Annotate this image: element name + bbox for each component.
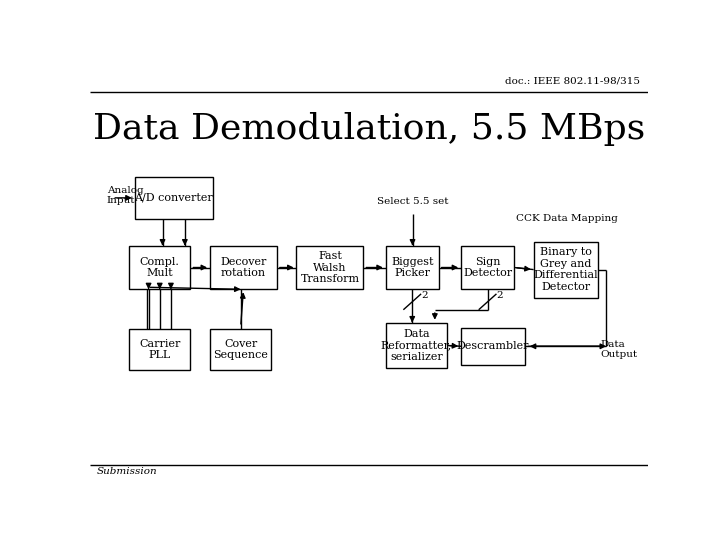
Bar	[386, 322, 447, 368]
Bar	[297, 246, 364, 289]
Bar	[461, 328, 526, 365]
Bar	[534, 241, 598, 298]
Text: 2: 2	[421, 291, 428, 300]
Text: Data
Output: Data Output	[600, 340, 638, 359]
Text: Analog
Input: Analog Input	[107, 186, 143, 206]
Text: 2: 2	[497, 291, 503, 300]
Text: Data
Reformatter,
serializer: Data Reformatter, serializer	[381, 329, 452, 362]
Text: Carrier
PLL: Carrier PLL	[139, 339, 181, 360]
Bar	[129, 246, 190, 289]
Bar	[129, 329, 190, 370]
Bar	[210, 329, 271, 370]
Text: Select 5.5 set: Select 5.5 set	[377, 197, 449, 206]
Text: CCK Data Mapping: CCK Data Mapping	[516, 214, 618, 223]
Text: Binary to
Grey and
Differential
Detector: Binary to Grey and Differential Detector	[534, 247, 598, 292]
Text: Fast
Walsh
Transform: Fast Walsh Transform	[300, 251, 359, 284]
Text: Cover
Sequence: Cover Sequence	[213, 339, 268, 360]
Text: Biggest
Picker: Biggest Picker	[391, 256, 433, 278]
Bar	[461, 246, 514, 289]
Text: doc.: IEEE 802.11-98/315: doc.: IEEE 802.11-98/315	[505, 76, 639, 85]
Bar	[210, 246, 277, 289]
Text: Descrambler: Descrambler	[457, 341, 529, 352]
Text: Submission: Submission	[96, 467, 158, 476]
Text: A/D converter: A/D converter	[135, 193, 213, 203]
Text: Sign
Detector: Sign Detector	[463, 256, 512, 278]
Text: Data Demodulation, 5.5 MBps: Data Demodulation, 5.5 MBps	[93, 112, 645, 146]
Bar	[386, 246, 438, 289]
Bar	[135, 177, 213, 219]
Text: Decover
rotation: Decover rotation	[220, 256, 266, 278]
Text: Compl.
Mult: Compl. Mult	[140, 256, 180, 278]
